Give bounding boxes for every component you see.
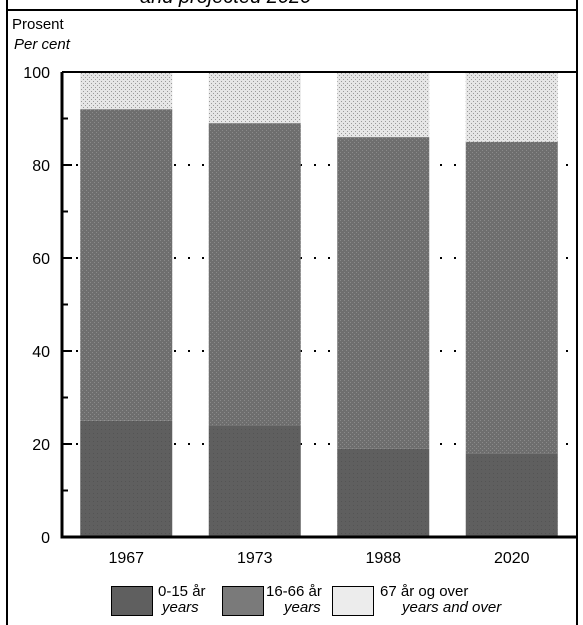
legend-swatch-0-15 — [111, 586, 153, 616]
bar-1973-16-66 — [208, 123, 301, 426]
legend-label-67-plus-line2: years and over — [402, 599, 502, 616]
legend-label-16-66-line1: 16-66 år — [266, 583, 322, 600]
x-tick-label-1967: 1967 — [108, 550, 144, 567]
y-tick-label-20: 20 — [32, 437, 50, 454]
x-tick-label-1988: 1988 — [365, 550, 401, 567]
y-tick-label-60: 60 — [32, 251, 50, 268]
legend-label-16-66: 16-66 år years — [266, 584, 322, 616]
bar-1967-67-plus — [80, 72, 173, 110]
y-tick-label-0: 0 — [41, 530, 50, 547]
legend-label-67-plus: 67 år og over years and over — [380, 584, 501, 616]
legend-label-0-15-line2: years — [162, 599, 199, 616]
bar-2020-67-plus — [465, 72, 558, 142]
legend-label-67-plus-line1: 67 år og over — [380, 583, 469, 600]
legend-label-0-15-line1: 0-15 år — [158, 583, 206, 600]
legend-label-16-66-line2: years — [284, 599, 321, 616]
y-tick-label-100: 100 — [23, 65, 50, 82]
bar-1988-67-plus — [337, 72, 430, 138]
figure-frame — [6, 0, 578, 625]
bar-1988-16-66 — [337, 137, 430, 449]
legend-label-0-15: 0-15 år years — [158, 584, 206, 616]
bar-1988-0-15 — [337, 448, 430, 537]
bar-1967-0-15 — [80, 420, 173, 537]
bar-1973-67-plus — [208, 72, 301, 124]
y-axis-label-english: Per cent — [14, 36, 70, 53]
y-axis-label: Prosent — [12, 16, 64, 33]
chart-title: and projected 2020 — [140, 0, 311, 9]
y-tick-label-80: 80 — [32, 158, 50, 175]
bar-1967-16-66 — [80, 109, 173, 421]
legend-swatch-16-66 — [222, 586, 264, 616]
legend-swatch-67-plus — [332, 586, 374, 616]
figure-top-rule — [6, 9, 578, 11]
bar-2020-16-66 — [465, 141, 558, 454]
bar-1973-0-15 — [208, 425, 301, 537]
x-tick-label-1973: 1973 — [237, 550, 273, 567]
bar-2020-0-15 — [465, 453, 558, 537]
x-tick-label-2020: 2020 — [494, 550, 530, 567]
y-tick-label-40: 40 — [32, 344, 50, 361]
